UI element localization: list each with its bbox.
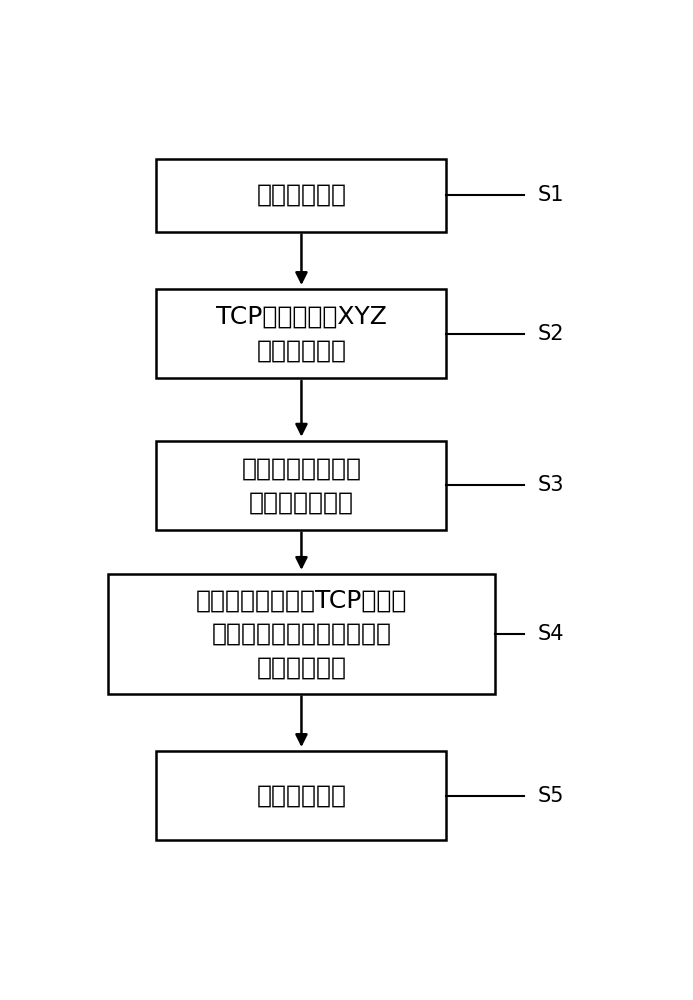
Text: S4: S4 (538, 624, 564, 644)
Text: TCP坐标系下沿XYZ
轴的平移运动: TCP坐标系下沿XYZ 轴的平移运动 (216, 305, 387, 362)
Bar (157, 289, 446, 378)
Text: 旋转矩阵标定: 旋转矩阵标定 (256, 784, 346, 808)
Text: 标准球面点云采集
方法与球心拟合: 标准球面点云采集 方法与球心拟合 (241, 457, 362, 514)
Text: S3: S3 (538, 475, 564, 495)
Text: S1: S1 (538, 185, 564, 205)
Text: S2: S2 (538, 324, 564, 344)
Text: S5: S5 (538, 786, 564, 806)
Bar (108, 574, 495, 694)
Bar (157, 751, 446, 840)
Bar (157, 441, 446, 530)
Text: 调整初始位置: 调整初始位置 (256, 183, 346, 207)
Text: 相对运动原理求取TCP坐标系
平移向量；扫描仪坐标系下
计算平移向量: 相对运动原理求取TCP坐标系 平移向量；扫描仪坐标系下 计算平移向量 (195, 588, 407, 679)
Bar (157, 158, 446, 232)
